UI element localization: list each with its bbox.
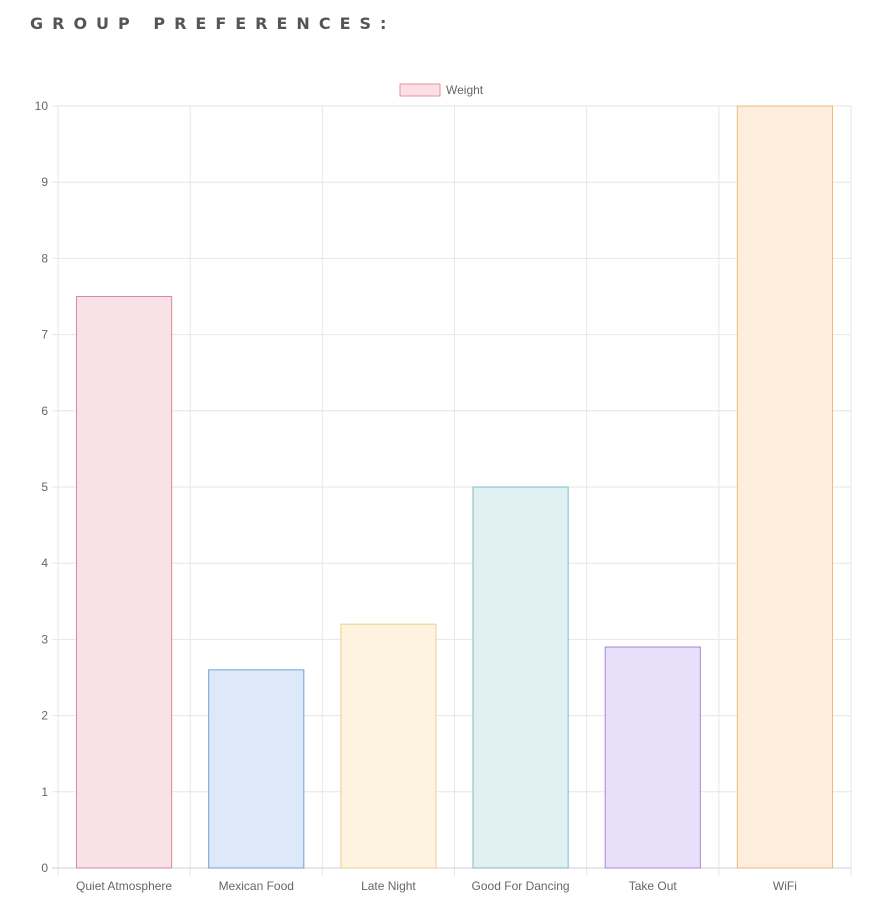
bar-late-night[interactable] xyxy=(340,623,437,869)
bars xyxy=(76,105,833,869)
page-title: GROUP PREFERENCES: xyxy=(30,14,396,33)
x-tick-label: Quiet Atmosphere xyxy=(76,879,172,893)
y-tick-label: 9 xyxy=(41,175,48,189)
x-tick-label: Mexican Food xyxy=(219,879,294,893)
y-tick-label: 4 xyxy=(41,556,48,570)
legend-label-weight: Weight xyxy=(446,83,484,97)
y-tick-label: 3 xyxy=(41,632,48,646)
legend[interactable]: Weight xyxy=(399,83,484,97)
bar-wifi[interactable] xyxy=(736,105,833,869)
grid xyxy=(52,105,852,876)
bar-mexican-food[interactable] xyxy=(208,669,305,869)
y-tick-label: 0 xyxy=(41,861,48,875)
bar-good-for-dancing[interactable] xyxy=(472,486,569,869)
y-tick-label: 10 xyxy=(35,99,49,113)
x-tick-label: Take Out xyxy=(629,879,678,893)
bar-quiet-atmosphere[interactable] xyxy=(76,296,173,869)
y-tick-label: 6 xyxy=(41,404,48,418)
bar-take-out[interactable] xyxy=(604,646,701,869)
axes: 0 1 2 3 4 5 6 7 8 9 10 Quiet Atmosphere Mexican Food… xyxy=(35,99,797,893)
y-tick-label: 5 xyxy=(41,480,48,494)
x-tick-label: WiFi xyxy=(773,879,797,893)
y-tick-label: 2 xyxy=(41,709,48,723)
y-tick-label: 7 xyxy=(41,328,48,342)
y-tick-label: 8 xyxy=(41,251,48,265)
x-tick-label: Good For Dancing xyxy=(472,879,570,893)
legend-swatch-weight xyxy=(399,83,441,97)
y-tick-label: 1 xyxy=(41,785,48,799)
x-tick-label: Late Night xyxy=(361,879,416,893)
